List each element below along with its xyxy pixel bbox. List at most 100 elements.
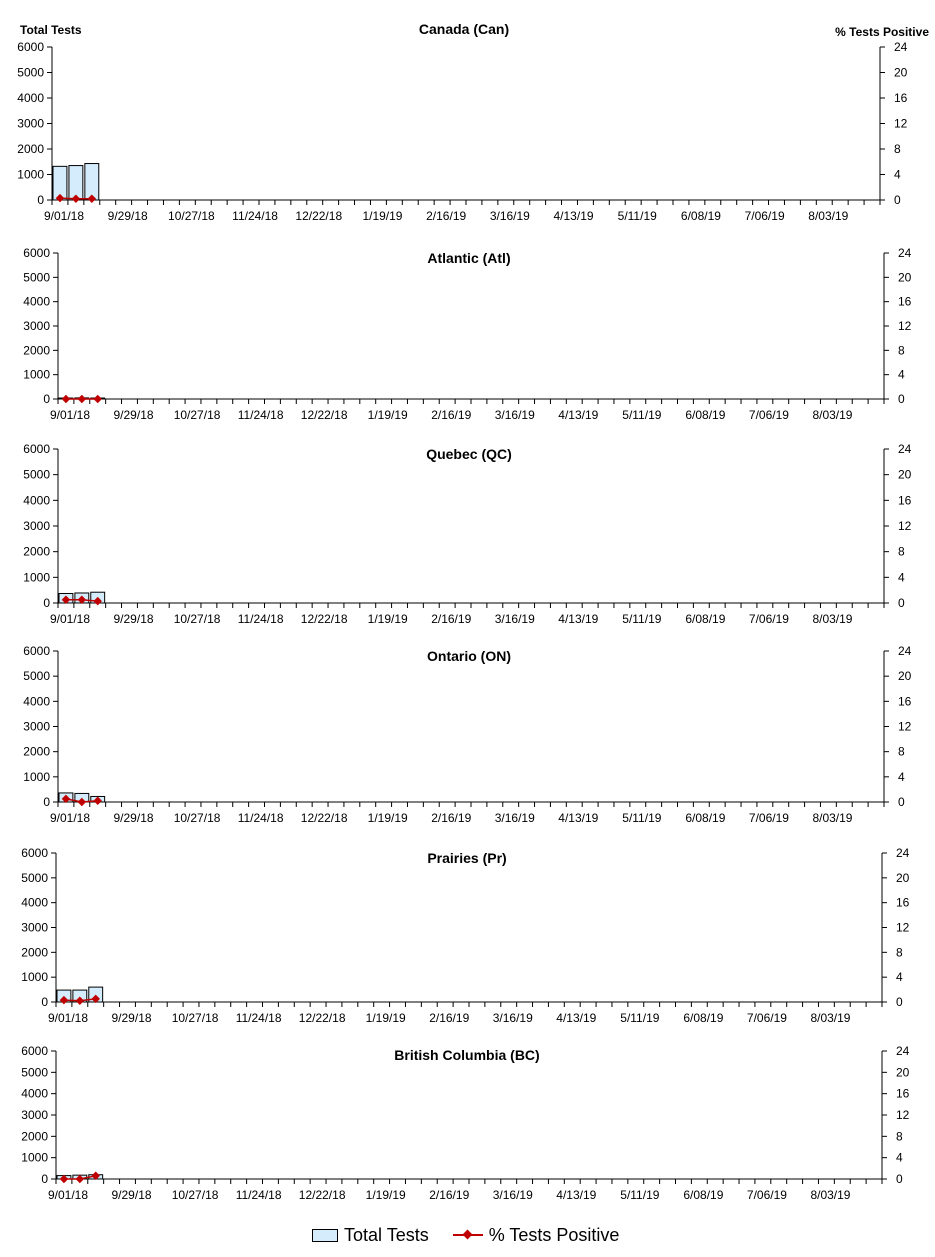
chart-4-x-tick-label: 10/27/18 bbox=[174, 811, 221, 825]
chart-5-x-tick-label: 4/13/19 bbox=[556, 1011, 596, 1025]
legend: Total Tests % Tests Positive bbox=[312, 1222, 643, 1248]
chart-1-title: Canada (Can) bbox=[419, 21, 509, 37]
legend-item-percent-positive: % Tests Positive bbox=[452, 1224, 620, 1246]
chart-6-x-tick-label: 2/16/19 bbox=[429, 1188, 469, 1202]
chart-1-x-tick-label: 12/22/18 bbox=[295, 209, 342, 223]
chart-1-y-tick-label: 1000 bbox=[17, 168, 44, 182]
chart-3-y2-tick-label: 0 bbox=[898, 596, 905, 610]
chart-4-y-tick-label: 0 bbox=[43, 795, 50, 809]
chart-4-x-tick-label: 12/22/18 bbox=[301, 811, 348, 825]
chart-6-x-tick-label: 9/01/18 bbox=[48, 1188, 88, 1202]
chart-5-y2-tick-label: 0 bbox=[896, 995, 903, 1009]
chart-3-x-tick-label: 10/27/18 bbox=[174, 612, 221, 626]
chart-2-x-tick-label: 12/22/18 bbox=[301, 408, 348, 422]
chart-5-x-tick-label: 5/11/19 bbox=[620, 1011, 659, 1025]
chart-5-x-tick-label: 9/01/18 bbox=[48, 1011, 88, 1025]
chart-6-y2-tick-label: 24 bbox=[896, 1044, 910, 1058]
chart-1-y2-tick-label: 8 bbox=[894, 142, 901, 156]
chart-4-x-tick-label: 2/16/19 bbox=[431, 811, 471, 825]
chart-2-x-tick-label: 9/01/18 bbox=[50, 408, 90, 422]
chart-5-y2-tick-label: 12 bbox=[896, 921, 910, 935]
chart-2-percent-positive-point bbox=[93, 394, 102, 404]
chart-2-y2-tick-label: 8 bbox=[898, 343, 905, 357]
chart-3-y2-tick-label: 4 bbox=[898, 570, 905, 584]
chart-5-x-tick-label: 7/06/19 bbox=[747, 1011, 787, 1025]
chart-1-y-tick-label: 0 bbox=[37, 193, 44, 207]
chart-6-y2-tick-label: 8 bbox=[896, 1129, 903, 1143]
chart-1-x-tick-label: 7/06/19 bbox=[745, 209, 785, 223]
chart-1-percent-positive-point bbox=[87, 194, 97, 203]
legend-label-percent-positive: % Tests Positive bbox=[488, 1224, 620, 1245]
chart-1-y-tick-label: 4000 bbox=[17, 91, 44, 105]
chart-5-x-tick-label: 10/27/18 bbox=[172, 1011, 219, 1025]
chart-6-y-tick-label: 3000 bbox=[21, 1108, 48, 1122]
chart-2-y-tick-label: 5000 bbox=[23, 270, 50, 284]
chart-6-x-tick-label: 5/11/19 bbox=[620, 1188, 659, 1202]
chart-3-x-tick-label: 7/06/19 bbox=[749, 612, 789, 626]
chart-4-y-tick-label: 6000 bbox=[23, 644, 50, 658]
chart-6-x-tick-label: 7/06/19 bbox=[747, 1188, 787, 1202]
chart-2-title: Atlantic (Atl) bbox=[427, 250, 510, 266]
chart-3-y2-tick-label: 20 bbox=[898, 468, 912, 482]
chart-5-x-tick-label: 1/19/19 bbox=[366, 1011, 406, 1025]
chart-6-x-tick-label: 1/19/19 bbox=[366, 1188, 406, 1202]
chart-5-y-tick-label: 6000 bbox=[21, 846, 48, 860]
line-diamond-swatch-icon bbox=[452, 1228, 483, 1242]
chart-6-x-tick-label: 4/13/19 bbox=[556, 1188, 596, 1202]
chart-4-y-tick-label: 4000 bbox=[23, 694, 50, 708]
chart-6-y-tick-label: 4000 bbox=[21, 1087, 48, 1101]
chart-3-x-tick-label: 9/29/18 bbox=[114, 612, 154, 626]
chart-5-x-tick-label: 3/16/19 bbox=[493, 1011, 533, 1025]
chart-3-y-tick-label: 2000 bbox=[23, 545, 50, 559]
chart-2-y2-tick-label: 0 bbox=[898, 392, 905, 406]
chart-2-y-tick-label: 2000 bbox=[23, 343, 50, 357]
bar-swatch-icon bbox=[312, 1228, 338, 1242]
chart-2-y-tick-label: 6000 bbox=[23, 246, 50, 260]
chart-1-y2-tick-label: 0 bbox=[894, 193, 901, 207]
chart-4-y2-tick-label: 12 bbox=[898, 720, 912, 734]
chart-1-x-tick-label: 10/27/18 bbox=[168, 209, 215, 223]
chart-5-x-tick-label: 12/22/18 bbox=[299, 1011, 346, 1025]
chart-1-y-axis-title: Total Tests bbox=[20, 23, 82, 37]
chart-3-y-tick-label: 3000 bbox=[23, 519, 50, 533]
chart-3-y2-tick-label: 16 bbox=[898, 493, 912, 507]
chart-2-y-tick-label: 4000 bbox=[23, 295, 50, 309]
chart-2-x-tick-label: 11/24/18 bbox=[238, 408, 284, 422]
chart-1-y2-tick-label: 16 bbox=[894, 91, 908, 105]
chart-2-x-tick-label: 10/27/18 bbox=[174, 408, 221, 422]
chart-4-x-tick-label: 3/16/19 bbox=[495, 811, 535, 825]
chart-1-y2-tick-label: 4 bbox=[894, 168, 901, 182]
chart-4-y-tick-label: 1000 bbox=[23, 770, 50, 784]
chart-1-percent-positive-point bbox=[71, 194, 81, 203]
chart-6-y2-tick-label: 4 bbox=[896, 1151, 903, 1165]
chart-4-x-tick-label: 5/11/19 bbox=[622, 811, 661, 825]
chart-1-x-tick-label: 11/24/18 bbox=[232, 209, 278, 223]
chart-2-x-tick-label: 4/13/19 bbox=[558, 408, 598, 422]
chart-2-y-tick-label: 0 bbox=[43, 392, 50, 406]
chart-2-x-tick-label: 1/19/19 bbox=[368, 408, 408, 422]
chart-3-y2-tick-label: 12 bbox=[898, 519, 912, 533]
chart-4-x-tick-label: 4/13/19 bbox=[558, 811, 598, 825]
chart-3-x-tick-label: 4/13/19 bbox=[558, 612, 598, 626]
chart-5-x-tick-label: 11/24/18 bbox=[236, 1011, 282, 1025]
chart-5-x-tick-label: 9/29/18 bbox=[112, 1011, 152, 1025]
legend-label-total-tests: Total Tests bbox=[344, 1224, 429, 1245]
chart-3-y-tick-label: 5000 bbox=[23, 468, 50, 482]
chart-1-x-tick-label: 5/11/19 bbox=[618, 209, 657, 223]
chart-5-y2-tick-label: 20 bbox=[896, 871, 910, 885]
chart-6-x-tick-label: 6/08/19 bbox=[683, 1188, 723, 1202]
chart-4-x-tick-label: 7/06/19 bbox=[749, 811, 789, 825]
chart-5-x-tick-label: 2/16/19 bbox=[429, 1011, 469, 1025]
chart-2-y2-tick-label: 4 bbox=[898, 368, 905, 382]
chart-5-x-tick-label: 8/03/19 bbox=[810, 1011, 850, 1025]
chart-6-title: British Columbia (BC) bbox=[394, 1047, 539, 1063]
chart-6-x-tick-label: 9/29/18 bbox=[112, 1188, 152, 1202]
chart-2-y-tick-label: 3000 bbox=[23, 319, 50, 333]
chart-4-y-tick-label: 2000 bbox=[23, 745, 50, 759]
chart-4-x-tick-label: 9/29/18 bbox=[114, 811, 154, 825]
chart-4-y2-tick-label: 8 bbox=[898, 745, 905, 759]
chart-6-x-tick-label: 10/27/18 bbox=[172, 1188, 219, 1202]
chart-1-percent-positive-point bbox=[55, 193, 65, 203]
chart-2-x-tick-label: 6/08/19 bbox=[685, 408, 725, 422]
chart-1-x-tick-label: 1/19/19 bbox=[362, 209, 402, 223]
